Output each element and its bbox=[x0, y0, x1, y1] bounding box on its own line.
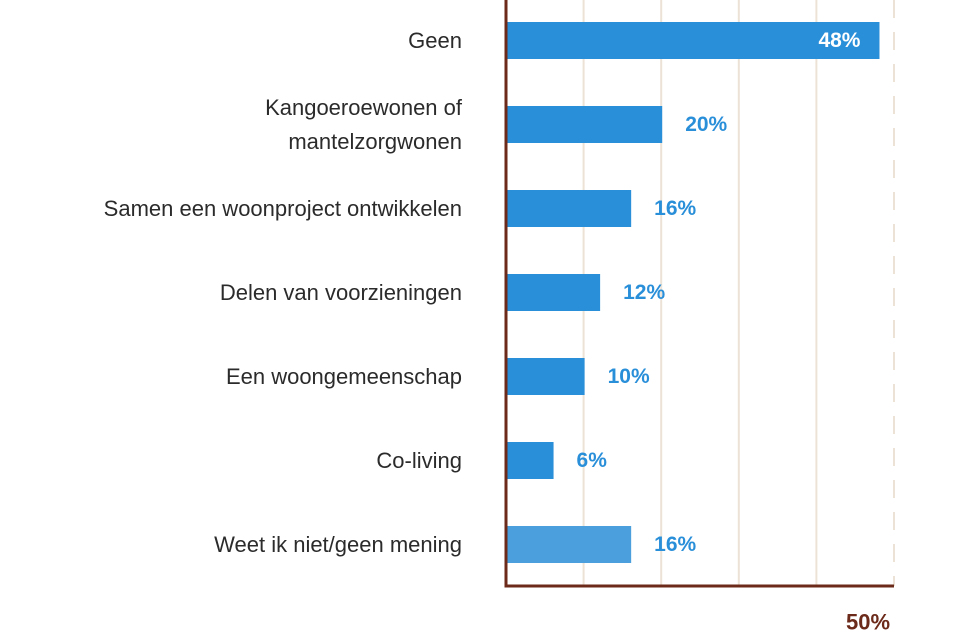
axes: 50% bbox=[504, 0, 894, 635]
gridlines bbox=[582, 0, 895, 586]
category-label-5: Co-living bbox=[376, 448, 462, 473]
bar-3 bbox=[507, 274, 601, 311]
bar-2 bbox=[507, 190, 632, 227]
bar-5 bbox=[507, 442, 554, 479]
bar-6 bbox=[507, 526, 632, 563]
value-label-0: 48% bbox=[818, 29, 860, 52]
category-label-0: Geen bbox=[408, 28, 462, 53]
value-label-2: 16% bbox=[654, 197, 696, 220]
category-label-3: Delen van voorzieningen bbox=[220, 280, 462, 305]
bars bbox=[507, 22, 880, 563]
category-label-1: Kangoeroewonen of mantelzorgwonen bbox=[265, 95, 463, 154]
category-label-6: Weet ik niet/geen mening bbox=[214, 532, 462, 557]
value-label-6: 16% bbox=[654, 533, 696, 556]
category-label-4: Een woongemeenschap bbox=[226, 364, 462, 389]
bar-4 bbox=[507, 358, 585, 395]
bar-0 bbox=[507, 22, 880, 59]
value-label-5: 6% bbox=[577, 449, 608, 472]
value-labels: 48% 20% 16% 12% 10% 6% 16% bbox=[577, 29, 861, 556]
value-label-1: 20% bbox=[685, 113, 727, 136]
x-tick-label-0: 50% bbox=[846, 610, 890, 635]
category-label-2: Samen een woonproject ontwikkelen bbox=[104, 196, 462, 221]
value-label-4: 10% bbox=[608, 365, 650, 388]
value-label-3: 12% bbox=[623, 281, 665, 304]
category-labels: Geen Kangoeroewonen of mantelzorgwonen Same… bbox=[104, 28, 463, 557]
bar-1 bbox=[507, 106, 663, 143]
